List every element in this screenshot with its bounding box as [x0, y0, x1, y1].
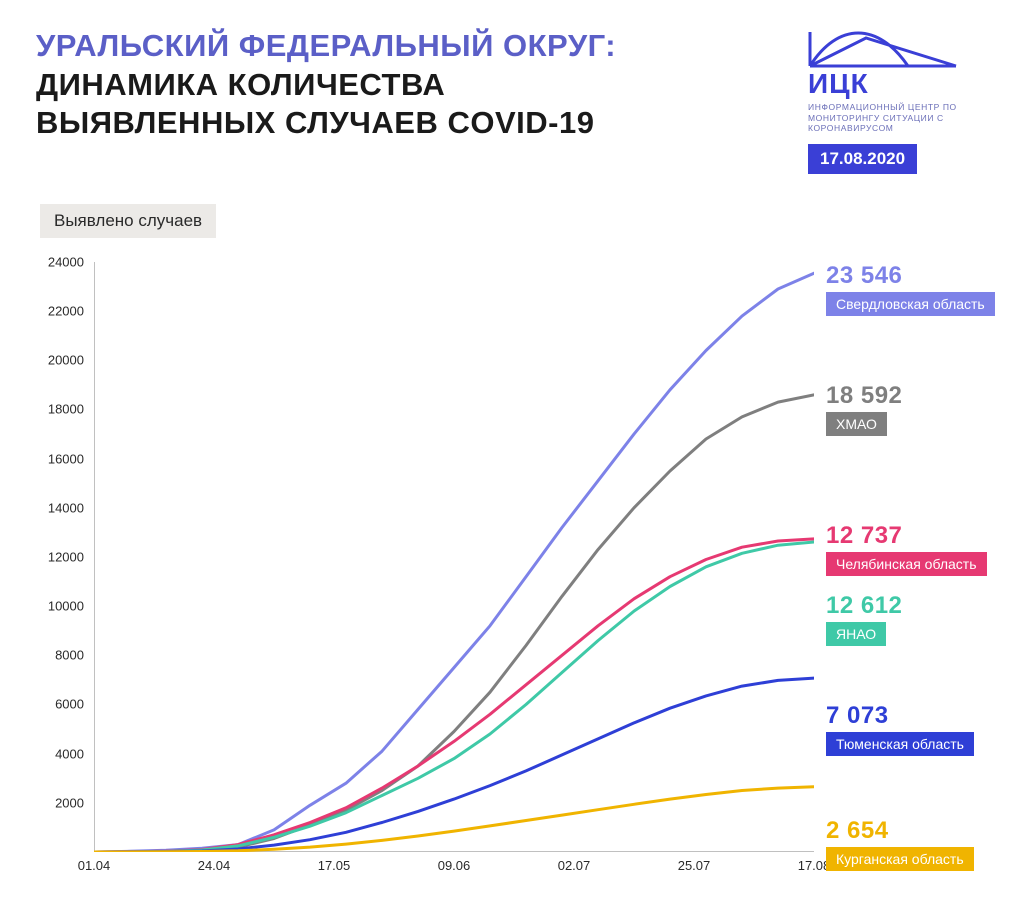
series-line	[94, 787, 814, 852]
date-badge: 17.08.2020	[808, 144, 917, 174]
series-value: 18 592	[826, 382, 902, 410]
x-tick: 01.04	[78, 858, 111, 873]
x-tick: 24.04	[198, 858, 231, 873]
chart-area: Выявлено случаев 2000 4000 6000 8000 10000 12…	[36, 204, 996, 904]
series-line	[94, 678, 814, 852]
series-value: 23 546	[826, 262, 995, 290]
title-line2: ДИНАМИКА КОЛИЧЕСТВА ВЫЯВЛЕННЫХ СЛУЧАЕВ C…	[36, 66, 676, 144]
series-line	[94, 395, 814, 852]
x-tick: 25.07	[678, 858, 711, 873]
series-label: 12 737Челябинская область	[826, 522, 987, 576]
y-tick: 22000	[48, 304, 84, 319]
x-tick: 17.05	[318, 858, 351, 873]
y-tick: 12000	[48, 549, 84, 564]
series-value: 2 654	[826, 817, 974, 845]
series-line	[94, 273, 814, 852]
y-tick: 24000	[48, 254, 84, 269]
header: УРАЛЬСКИЙ ФЕДЕРАЛЬНЫЙ ОКРУГ: ДИНАМИКА КО…	[0, 0, 1024, 174]
y-tick: 4000	[55, 746, 84, 761]
series-name: ХМАО	[826, 412, 887, 436]
series-label: 2 654Курганская область	[826, 817, 974, 871]
series-name: Свердловская область	[826, 292, 995, 316]
series-value: 12 612	[826, 592, 902, 620]
logo-chart-icon	[808, 28, 958, 70]
series-value: 7 073	[826, 702, 974, 730]
title-block: УРАЛЬСКИЙ ФЕДЕРАЛЬНЫЙ ОКРУГ: ДИНАМИКА КО…	[36, 28, 676, 143]
plot-area	[94, 262, 814, 852]
chart-lines	[94, 262, 814, 852]
logo-subtitle: ИНФОРМАЦИОННЫЙ ЦЕНТР ПО МОНИТОРИНГУ СИТУ…	[808, 102, 988, 134]
logo-block: ИЦК ИНФОРМАЦИОННЫЙ ЦЕНТР ПО МОНИТОРИНГУ …	[808, 28, 988, 174]
title-line1: УРАЛЬСКИЙ ФЕДЕРАЛЬНЫЙ ОКРУГ:	[36, 28, 676, 64]
series-value: 12 737	[826, 522, 987, 550]
y-tick: 16000	[48, 451, 84, 466]
x-tick: 09.06	[438, 858, 471, 873]
series-name: Курганская область	[826, 847, 974, 871]
y-tick: 18000	[48, 402, 84, 417]
series-label: 7 073Тюменская область	[826, 702, 974, 756]
y-tick: 10000	[48, 599, 84, 614]
y-tick: 20000	[48, 353, 84, 368]
y-tick: 14000	[48, 500, 84, 515]
series-name: ЯНАО	[826, 622, 886, 646]
y-tick: 2000	[55, 795, 84, 810]
series-name: Челябинская область	[826, 552, 987, 576]
x-axis: 01.0424.0417.0509.0602.0725.0717.08	[94, 856, 814, 880]
y-tick: 6000	[55, 697, 84, 712]
series-label: 18 592ХМАО	[826, 382, 902, 436]
y-axis: 2000 4000 6000 8000 10000 12000 14000 16000 1800…	[36, 262, 90, 852]
series-name: Тюменская область	[826, 732, 974, 756]
series-label: 23 546Свердловская область	[826, 262, 995, 316]
logo-text: ИЦК	[808, 68, 988, 100]
series-label: 12 612ЯНАО	[826, 592, 902, 646]
series-labels: 23 546Свердловская область 18 592ХМАО 12 7…	[826, 262, 1016, 852]
chart-subtitle: Выявлено случаев	[40, 204, 216, 238]
x-tick: 02.07	[558, 858, 591, 873]
y-tick: 8000	[55, 648, 84, 663]
